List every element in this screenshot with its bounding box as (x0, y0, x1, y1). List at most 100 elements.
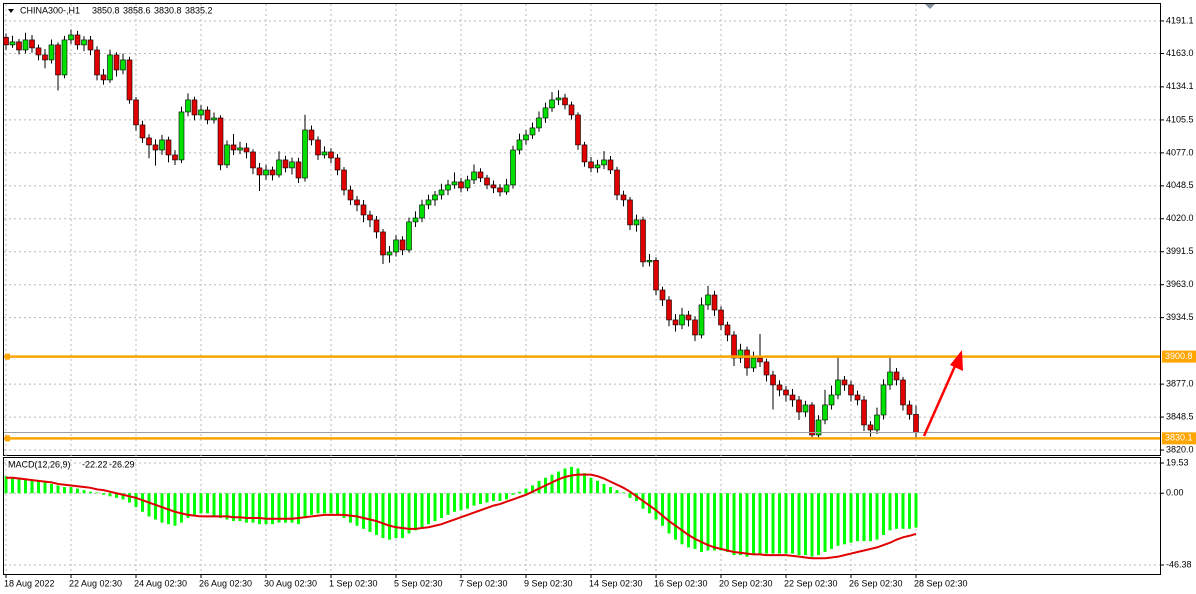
x-tick-label: 14 Sep 02:30 (589, 578, 643, 588)
candle-body (237, 147, 243, 151)
candle-body (29, 39, 35, 49)
histogram-bar (771, 493, 775, 554)
level-label: 3830.1 (1165, 433, 1193, 443)
histogram-bar (323, 493, 326, 514)
histogram-bar (342, 493, 346, 518)
candle-body (620, 194, 627, 201)
histogram-bar (37, 480, 40, 494)
y-tick-label: 0.00 (1166, 488, 1184, 498)
histogram-bar (316, 493, 320, 514)
histogram-bar (778, 493, 781, 554)
signal-value: -26.29 (109, 459, 135, 469)
histogram-bar (141, 493, 144, 512)
x-tick-label: 26 Aug 02:30 (199, 578, 252, 588)
candle-body (172, 154, 178, 161)
candle-body (22, 39, 29, 51)
candle-body (698, 304, 705, 336)
candle-body (607, 159, 614, 171)
histogram-bar (89, 491, 92, 494)
candle-body (763, 361, 770, 376)
histogram-bar (154, 493, 157, 520)
y-tick-label: 3848.5 (1166, 411, 1194, 421)
candle-body (640, 219, 646, 263)
candle-body (906, 404, 913, 415)
histogram-bar (836, 493, 840, 546)
histogram-bar (752, 493, 755, 556)
histogram-bar (459, 493, 463, 511)
histogram-bar (56, 485, 60, 494)
histogram-bar (336, 493, 339, 515)
candle-body (48, 44, 55, 61)
y-tick-label: 3991.5 (1166, 246, 1194, 256)
histogram-bar (297, 493, 300, 525)
candle-body (536, 117, 542, 129)
candle-body (666, 299, 672, 321)
histogram-bar (69, 487, 73, 494)
candle-body (373, 219, 380, 233)
x-tick-label: 22 Aug 02:30 (69, 578, 122, 588)
candle-body (204, 109, 211, 121)
histogram-bar (264, 493, 268, 525)
histogram-bar (50, 483, 53, 494)
candle-body (94, 49, 100, 76)
x-tick-label: 18 Aug 2022 (4, 578, 55, 588)
histogram-bar (875, 493, 879, 540)
candle-body (393, 239, 399, 253)
candle-body (328, 151, 334, 159)
candle-body (269, 169, 276, 176)
histogram-bar (30, 479, 34, 494)
candle-body (737, 349, 744, 359)
candle-body (289, 161, 295, 169)
x-tick-label: 16 Sep 02:30 (654, 578, 708, 588)
candle-body (757, 357, 763, 363)
histogram-bar (433, 493, 437, 522)
histogram-bar (817, 493, 820, 556)
histogram-bar (680, 493, 684, 545)
candle-body (256, 167, 263, 176)
histogram-bar (82, 490, 86, 494)
candle-body (354, 199, 360, 206)
candle-body (776, 384, 783, 391)
candle-body (120, 59, 126, 71)
candle-body (887, 371, 893, 386)
candle-body (529, 127, 536, 136)
histogram-bar (492, 493, 495, 501)
candle-body (9, 41, 16, 46)
histogram-bar (862, 493, 866, 542)
candle-body (107, 54, 113, 81)
candle-body (510, 149, 516, 186)
candle-body (672, 319, 679, 326)
histogram-bar (550, 474, 554, 494)
y-tick-label: 4048.5 (1166, 180, 1194, 190)
candle-body (802, 404, 809, 413)
histogram-bar (349, 493, 352, 523)
histogram-bar (128, 493, 131, 503)
candle-body (133, 99, 139, 126)
candle-body (438, 189, 445, 196)
candle-body (55, 44, 61, 76)
candle-body (692, 319, 698, 336)
candle-body (302, 129, 308, 179)
candle-body (282, 159, 289, 169)
histogram-bar (440, 493, 443, 518)
histogram-bar (381, 493, 385, 539)
candle-body (503, 184, 510, 193)
candle-body (100, 74, 107, 81)
candle-body (159, 139, 165, 151)
candle-body (822, 404, 828, 421)
header-close: 3835.2 (185, 5, 213, 15)
histogram-bar (134, 493, 138, 508)
candle-body (497, 187, 503, 193)
candle-body (581, 144, 588, 163)
marks (3, 29, 1160, 560)
histogram-bar (745, 493, 749, 557)
histogram-bar (115, 493, 118, 498)
x-tick-label: 28 Sep 02:30 (914, 578, 968, 588)
candle-body (146, 137, 152, 146)
candle-body (789, 394, 796, 401)
candle-body (61, 39, 68, 76)
signal-line (6, 473, 917, 560)
histogram-bar (147, 493, 151, 517)
histogram-bar (654, 493, 658, 520)
candle-body (783, 389, 789, 396)
